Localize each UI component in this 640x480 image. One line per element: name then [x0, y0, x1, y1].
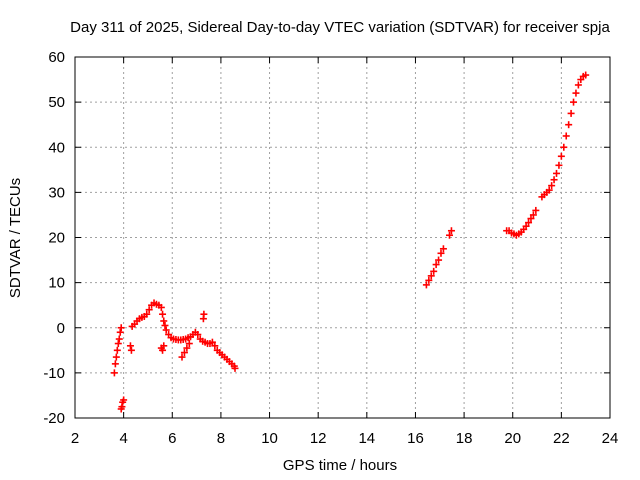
- y-tick-label: 60: [48, 49, 65, 66]
- x-tick-label: 8: [217, 430, 225, 447]
- data-point: [432, 261, 440, 269]
- data-point: [162, 326, 170, 334]
- x-tick-label: 18: [456, 430, 473, 447]
- data-point: [430, 267, 438, 275]
- data-point: [145, 306, 153, 314]
- data-point: [557, 152, 565, 160]
- data-point: [522, 222, 530, 230]
- data-point: [427, 272, 435, 280]
- data-point: [194, 331, 202, 339]
- data-point: [120, 396, 128, 404]
- data-point: [110, 369, 118, 377]
- data-point: [208, 338, 216, 346]
- data-point: [113, 346, 121, 354]
- data-point: [112, 353, 120, 361]
- x-tick-label: 24: [602, 430, 619, 447]
- data-point: [160, 342, 168, 350]
- x-tick-label: 6: [168, 430, 176, 447]
- data-point: [525, 219, 533, 227]
- x-tick-label: 2: [71, 430, 79, 447]
- x-tick-label: 20: [504, 430, 521, 447]
- y-tick-label: 0: [57, 320, 65, 337]
- data-point: [550, 176, 558, 184]
- data-point: [545, 186, 553, 194]
- x-tick-label: 22: [553, 430, 570, 447]
- data-point: [560, 143, 568, 151]
- data-point: [527, 215, 535, 223]
- data-point: [574, 81, 582, 89]
- data-point: [425, 276, 433, 284]
- data-point: [446, 231, 453, 239]
- x-tick-labels: 2 4 6 8 10 12 14 16 18 20 22 24: [71, 430, 619, 447]
- data-point: [200, 310, 208, 318]
- data-points: [110, 71, 590, 413]
- data-point: [572, 89, 580, 97]
- data-point: [180, 349, 188, 357]
- y-tick-label: 40: [48, 139, 65, 156]
- data-point: [555, 161, 563, 169]
- y-tick-labels: -20 -10 0 10 20 30 40 50 60: [43, 49, 65, 427]
- data-point: [553, 169, 560, 177]
- data-point: [183, 344, 191, 352]
- data-point: [127, 346, 135, 354]
- data-point: [548, 182, 556, 190]
- y-tick-label: -20: [43, 410, 65, 427]
- data-point: [185, 340, 193, 348]
- y-tick-label: 10: [48, 275, 65, 292]
- data-point: [435, 256, 443, 264]
- data-point: [231, 364, 239, 372]
- data-point: [565, 121, 573, 129]
- x-axis-label: GPS time / hours: [283, 457, 397, 474]
- x-tick-label: 4: [119, 430, 127, 447]
- x-tick-label: 14: [358, 430, 375, 447]
- data-point: [143, 310, 151, 318]
- data-point: [532, 206, 540, 214]
- y-tick-label: -10: [43, 365, 65, 382]
- data-point: [115, 335, 123, 343]
- data-point: [447, 227, 455, 235]
- data-point: [161, 321, 169, 329]
- x-tick-label: 16: [407, 430, 424, 447]
- data-point: [422, 281, 430, 289]
- x-tick-label: 10: [261, 430, 278, 447]
- data-point: [439, 245, 447, 253]
- data-point: [178, 353, 186, 361]
- y-tick-label: 50: [48, 94, 65, 111]
- data-point: [437, 249, 445, 257]
- data-point: [570, 98, 578, 106]
- y-tick-label: 30: [48, 184, 65, 201]
- data-point: [582, 71, 590, 79]
- data-point: [211, 342, 219, 350]
- axis-ticks: [74, 56, 611, 419]
- y-axis-label: SDTVAR / TECUs: [7, 178, 24, 298]
- data-point: [159, 310, 167, 318]
- grid: [75, 57, 610, 418]
- data-point: [114, 340, 122, 348]
- data-point: [160, 317, 168, 325]
- data-point: [126, 342, 134, 350]
- x-tick-label: 12: [310, 430, 327, 447]
- chart-title: Day 311 of 2025, Sidereal Day-to-day VTE…: [70, 19, 610, 36]
- data-point: [562, 132, 570, 140]
- data-point: [116, 328, 124, 336]
- y-tick-label: 20: [48, 230, 65, 247]
- data-point: [529, 211, 537, 219]
- data-point: [159, 346, 167, 354]
- data-point: [567, 109, 575, 117]
- data-point: [117, 324, 125, 332]
- data-point: [111, 360, 119, 368]
- data-point: [157, 303, 165, 311]
